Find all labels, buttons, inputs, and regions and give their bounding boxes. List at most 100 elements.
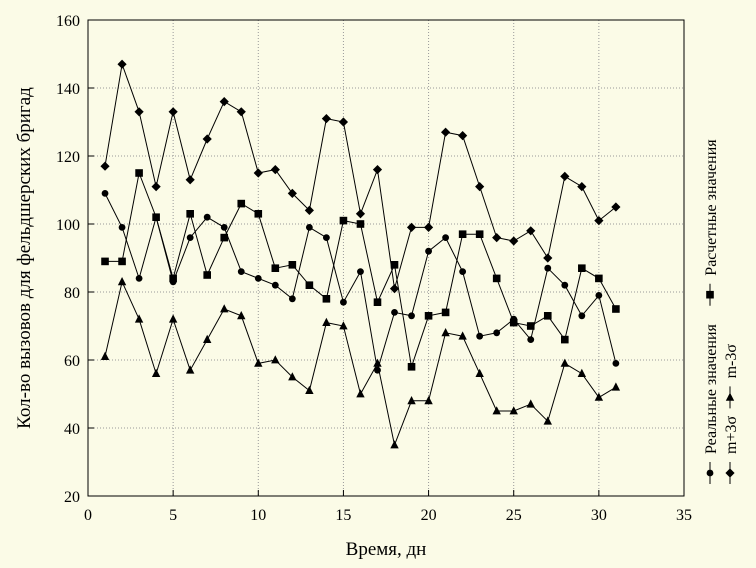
series-line-4 (104, 280, 617, 447)
data-point (270, 165, 280, 175)
data-point (441, 308, 450, 317)
data-point (304, 205, 314, 215)
legend-marker (725, 392, 735, 401)
y-tick-label: 80 (64, 285, 80, 302)
data-point (492, 233, 502, 243)
data-point (425, 247, 432, 255)
y-tick-label: 40 (64, 421, 80, 438)
data-point (441, 328, 450, 337)
data-point (509, 318, 518, 327)
data-point (612, 360, 620, 367)
data-point (408, 312, 415, 320)
data-point (476, 332, 484, 340)
data-point (561, 281, 569, 289)
data-point (237, 311, 246, 320)
data-point (390, 261, 399, 269)
legend-label: m+3σ (723, 416, 740, 454)
data-point (151, 368, 161, 377)
x-tick-label: 15 (335, 507, 351, 524)
data-point (475, 182, 485, 192)
data-point (543, 312, 552, 320)
data-point (169, 274, 177, 283)
data-point (594, 216, 604, 226)
y-tick-label: 160 (56, 13, 80, 30)
x-tick-label: 0 (84, 507, 92, 524)
data-point (323, 234, 330, 242)
data-point (611, 382, 621, 391)
series-3 (100, 59, 621, 294)
data-point (237, 268, 245, 275)
data-point (526, 322, 535, 330)
data-point (594, 392, 604, 401)
data-point (578, 312, 586, 320)
legend-marker (706, 290, 714, 299)
data-point (254, 358, 263, 367)
data-point (595, 274, 603, 283)
data-point (543, 416, 552, 425)
data-point (100, 161, 110, 171)
data-point (168, 107, 178, 117)
data-point (509, 406, 518, 415)
data-point (577, 182, 587, 192)
legend: Реальные значения Расчетные значения m+3σ m… (703, 139, 740, 484)
data-point (117, 59, 127, 69)
x-tick-label: 30 (591, 507, 607, 524)
x-ticks: 0 5 10 15 20 25 30 35 (84, 490, 692, 524)
data-point (357, 268, 364, 275)
data-point (492, 274, 501, 283)
data-point (475, 230, 484, 238)
data-point (134, 314, 144, 323)
x-tick-label: 10 (250, 507, 266, 524)
data-point (321, 114, 331, 124)
data-point (492, 406, 501, 415)
data-point (339, 216, 348, 225)
data-point (287, 188, 297, 198)
data-point (237, 199, 246, 208)
series-1 (101, 190, 620, 374)
data-point (543, 253, 553, 263)
x-tick-label: 20 (421, 507, 437, 524)
data-point (356, 220, 365, 228)
data-point (288, 295, 296, 303)
series-2 (101, 169, 620, 371)
data-point (424, 312, 433, 320)
data-point (612, 305, 620, 313)
data-point (271, 281, 279, 289)
data-point (271, 355, 280, 364)
data-point (254, 210, 263, 218)
x-tick-label: 5 (169, 507, 177, 524)
x-tick-label: 35 (676, 507, 692, 524)
grid (88, 20, 684, 496)
data-point (220, 304, 229, 313)
x-tick-label: 25 (506, 507, 522, 524)
data-point (578, 264, 586, 272)
data-point (220, 224, 228, 231)
data-point (271, 264, 280, 272)
data-point (595, 292, 603, 299)
legend-marker (706, 469, 714, 477)
data-point (577, 368, 587, 377)
data-point (560, 358, 569, 367)
data-point (305, 224, 313, 231)
data-point (611, 202, 621, 212)
series-4 (100, 277, 621, 449)
data-point (424, 396, 433, 405)
data-point (441, 127, 451, 137)
data-point (459, 268, 467, 275)
data-point (101, 257, 109, 266)
data-point (117, 277, 127, 286)
data-point (322, 317, 331, 326)
data-point (407, 363, 416, 371)
y-tick-label: 140 (56, 81, 80, 98)
y-tick-label: 100 (56, 217, 80, 234)
data-point (100, 351, 110, 360)
legend-label: m-3σ (723, 344, 740, 379)
data-point (423, 222, 434, 232)
data-point (373, 298, 382, 306)
data-point (560, 171, 570, 181)
data-point (168, 314, 178, 323)
data-point (389, 284, 400, 294)
data-point (355, 209, 366, 219)
data-point (458, 131, 468, 141)
